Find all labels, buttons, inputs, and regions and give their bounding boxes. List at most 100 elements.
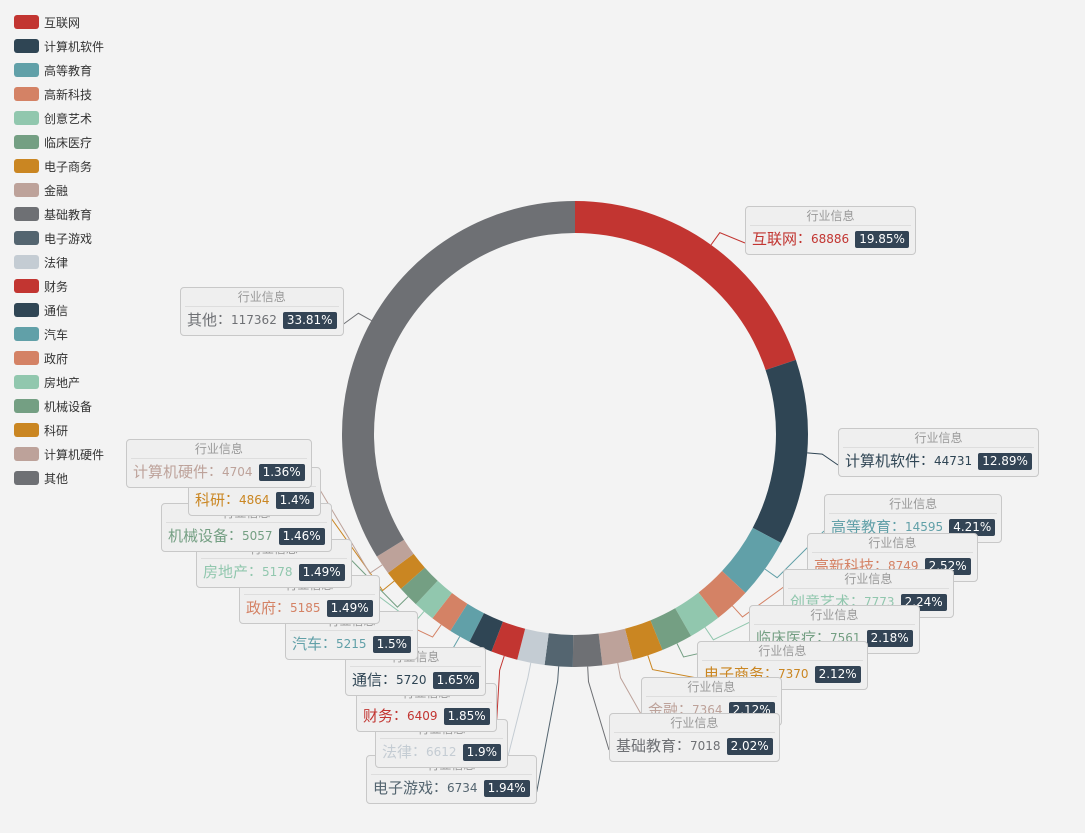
label-separator: ： xyxy=(208,464,223,480)
label-name: 计算机硬件 xyxy=(133,463,209,481)
label-value: 5178 xyxy=(262,565,293,579)
pie-slice xyxy=(698,571,746,618)
legend-item[interactable]: 计算机软件 xyxy=(14,38,104,54)
label-value: 6734 xyxy=(447,781,478,795)
label-body: 计算机硬件： 4704 1.36% xyxy=(127,459,311,487)
label-percent: 1.49% xyxy=(326,599,373,617)
legend-item[interactable]: 高等教育 xyxy=(14,62,92,78)
legend-swatch xyxy=(14,39,39,53)
label-body: 计算机软件： 44731 12.89% xyxy=(839,448,1038,476)
data-label: 行业信息 其他： 117362 33.81% xyxy=(180,287,344,336)
label-name: 其他 xyxy=(187,311,218,329)
legend-swatch xyxy=(14,231,39,245)
pie-slice xyxy=(517,628,549,666)
pie-slice xyxy=(752,359,809,543)
label-body: 通信： 5720 1.65% xyxy=(346,667,485,695)
pie-slice xyxy=(544,633,574,667)
label-value: 7018 xyxy=(690,739,721,753)
legend-item[interactable]: 互联网 xyxy=(14,14,80,30)
label-separator: ： xyxy=(676,738,691,754)
legend-item[interactable]: 其他 xyxy=(14,470,68,486)
label-header: 行业信息 xyxy=(646,678,777,697)
label-separator: ： xyxy=(393,708,408,724)
label-name: 汽车 xyxy=(292,635,323,653)
label-percent: 1.36% xyxy=(258,463,305,481)
legend-label: 科研 xyxy=(44,423,69,438)
label-body: 房地产： 5178 1.49% xyxy=(197,559,351,587)
pie-slice xyxy=(469,613,503,652)
label-name: 互联网 xyxy=(752,230,798,248)
legend-item[interactable]: 基础教育 xyxy=(14,206,92,222)
label-header: 行业信息 xyxy=(829,495,998,514)
label-value: 5185 xyxy=(290,601,321,615)
label-value: 5215 xyxy=(336,637,367,651)
legend-item[interactable]: 电子商务 xyxy=(14,158,92,174)
legend-item[interactable]: 高新科技 xyxy=(14,86,92,102)
legend-label: 政府 xyxy=(44,351,69,366)
label-percent: 1.5% xyxy=(372,635,412,653)
legend-item[interactable]: 电子游戏 xyxy=(14,230,92,246)
pie-slice xyxy=(624,620,663,660)
legend-item[interactable]: 房地产 xyxy=(14,374,80,390)
label-body: 政府： 5185 1.49% xyxy=(240,595,379,623)
label-value: 5057 xyxy=(242,529,273,543)
legend-label: 机械设备 xyxy=(44,399,93,414)
legend-label: 计算机硬件 xyxy=(44,447,105,462)
pie-slice xyxy=(450,603,484,642)
leader-line xyxy=(710,232,746,246)
legend-swatch xyxy=(14,207,39,221)
legend-swatch xyxy=(14,111,39,125)
leader-line xyxy=(343,312,372,325)
legend-label: 基础教育 xyxy=(44,207,93,222)
data-label: 行业信息 计算机软件： 44731 12.89% xyxy=(838,428,1039,477)
legend-item[interactable]: 机械设备 xyxy=(14,398,92,414)
legend-item[interactable]: 计算机硬件 xyxy=(14,446,104,462)
label-header: 行业信息 xyxy=(750,207,911,226)
leader-line xyxy=(647,655,698,679)
legend-swatch xyxy=(14,183,39,197)
label-header: 行业信息 xyxy=(788,570,949,589)
label-body: 互联网： 68886 19.85% xyxy=(746,226,915,254)
legend-item[interactable]: 创意艺术 xyxy=(14,110,92,126)
pie-slice xyxy=(432,592,468,631)
label-percent: 2.18% xyxy=(866,629,913,647)
legend-item[interactable]: 法律 xyxy=(14,254,68,270)
label-value: 6612 xyxy=(426,745,457,759)
label-separator: ： xyxy=(322,636,337,652)
legend-item[interactable]: 临床医疗 xyxy=(14,134,92,150)
label-separator: ： xyxy=(276,600,291,616)
label-value: 7370 xyxy=(778,667,809,681)
label-value: 4864 xyxy=(239,493,270,507)
label-percent: 1.46% xyxy=(278,527,325,545)
label-header: 行业信息 xyxy=(843,429,1034,448)
legend-label: 高等教育 xyxy=(44,63,93,78)
label-value: 68886 xyxy=(811,232,850,246)
label-name: 房地产 xyxy=(203,563,249,581)
legend-item[interactable]: 金融 xyxy=(14,182,68,198)
label-percent: 2.12% xyxy=(814,665,861,683)
legend-item[interactable]: 政府 xyxy=(14,350,68,366)
legend-item[interactable]: 通信 xyxy=(14,302,68,318)
label-header: 行业信息 xyxy=(185,288,339,307)
legend-swatch xyxy=(14,351,39,365)
legend-item[interactable]: 科研 xyxy=(14,422,68,438)
legend-label: 计算机软件 xyxy=(44,39,105,54)
legend-item[interactable]: 财务 xyxy=(14,278,68,294)
legend-swatch xyxy=(14,423,39,437)
label-body: 电子游戏： 6734 1.94% xyxy=(367,775,536,803)
data-label: 行业信息 互联网： 68886 19.85% xyxy=(745,206,916,255)
legend-item[interactable]: 汽车 xyxy=(14,326,68,342)
label-name: 法律 xyxy=(382,743,413,761)
legend-label: 高新科技 xyxy=(44,87,93,102)
legend-swatch xyxy=(14,87,39,101)
label-name: 政府 xyxy=(246,599,277,617)
pie-slice xyxy=(598,628,633,666)
legend-label: 其他 xyxy=(44,471,69,486)
label-percent: 19.85% xyxy=(855,230,909,248)
label-body: 高等教育： 14595 4.21% xyxy=(825,514,1001,542)
legend-label: 临床医疗 xyxy=(44,135,93,150)
